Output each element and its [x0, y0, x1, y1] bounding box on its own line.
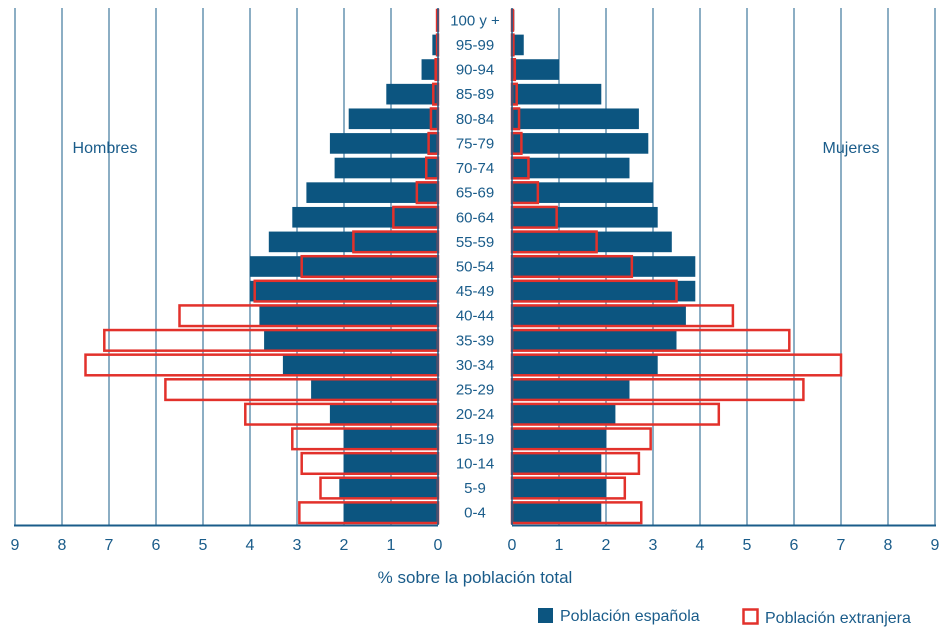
tick-left-3: 3	[293, 537, 302, 554]
bar-espanola-mujeres-45-49	[512, 280, 696, 302]
bar-espanola-hombres-30-34	[282, 354, 438, 376]
bar-espanola-mujeres-90-94	[512, 59, 559, 80]
tick-right-6: 6	[790, 537, 799, 554]
bar-espanola-mujeres-5-9	[512, 477, 606, 499]
left-side-label: Hombres	[73, 140, 138, 157]
age-label-60-64: 60-64	[456, 209, 494, 226]
bar-espanola-hombres-20-24	[329, 403, 438, 425]
bar-espanola-hombres-75-79	[329, 133, 438, 154]
legend: Población española Población extranjera	[538, 608, 911, 627]
bar-espanola-hombres-65-69	[306, 182, 438, 203]
bar-espanola-hombres-85-89	[386, 83, 438, 105]
right-side-label: Mujeres	[823, 140, 880, 157]
bar-espanola-hombres-0-4	[344, 502, 438, 523]
legend-label-spanish: Población española	[560, 608, 700, 625]
tick-right-8: 8	[884, 537, 893, 554]
bar-espanola-mujeres-60-64	[512, 206, 658, 228]
bar-espanola-hombres-10-14	[344, 453, 438, 474]
bar-espanola-hombres-95-99	[432, 34, 438, 56]
tick-left-2: 2	[340, 537, 349, 554]
tick-right-3: 3	[649, 537, 658, 554]
age-label-45-49: 45-49	[456, 283, 494, 300]
bar-espanola-mujeres-20-24	[512, 403, 616, 425]
age-labels: 0-4 5-9 10-14 15-19 20-24 25-29 30-34 35-39 40-4…	[450, 12, 500, 521]
age-label-70-74: 70-74	[456, 160, 494, 177]
bar-espanola-hombres-70-74	[334, 157, 438, 179]
age-label-35-39: 35-39	[456, 332, 494, 349]
age-label-25-29: 25-29	[456, 382, 494, 399]
age-label-20-24: 20-24	[456, 406, 494, 423]
age-label-10-14: 10-14	[456, 455, 494, 472]
bar-espanola-mujeres-80-84	[512, 108, 639, 130]
bar-espanola-mujeres-0-4	[512, 502, 602, 523]
age-label-40-44: 40-44	[456, 308, 494, 325]
bar-espanola-mujeres-55-59	[512, 231, 672, 253]
tick-labels: 0 0 1 1 2 2 3 3 4 4 5 5 6 6 7 7 8 8 9 9	[11, 537, 940, 554]
age-label-30-34: 30-34	[456, 357, 494, 374]
tick-left-4: 4	[246, 537, 255, 554]
tick-left-6: 6	[152, 537, 161, 554]
bar-espanola-hombres-50-54	[250, 256, 438, 277]
age-label-15-19: 15-19	[456, 431, 494, 448]
tick-left-8: 8	[58, 537, 67, 554]
age-label-95-99: 95-99	[456, 37, 494, 54]
age-label-90-94: 90-94	[456, 62, 494, 79]
bar-espanola-mujeres-40-44	[512, 305, 686, 327]
tick-right-5: 5	[743, 537, 752, 554]
axes-group	[14, 8, 936, 527]
bar-espanola-hombres-60-64	[292, 206, 438, 228]
bar-espanola-mujeres-70-74	[512, 157, 630, 179]
bar-espanola-mujeres-50-54	[512, 256, 696, 277]
age-label-75-79: 75-79	[456, 135, 494, 152]
grid-lines	[14, 8, 936, 525]
bar-espanola-hombres-80-84	[348, 108, 438, 130]
tick-left-0: 0	[434, 537, 443, 554]
bar-espanola-mujeres-85-89	[512, 83, 602, 105]
age-label-55-59: 55-59	[456, 234, 494, 251]
bar-espanola-hombres-90-94	[421, 59, 438, 80]
bar-espanola-mujeres-10-14	[512, 453, 602, 474]
age-label-5-9: 5-9	[464, 480, 486, 497]
tick-right-9: 9	[931, 537, 940, 554]
age-label-0-4: 0-4	[464, 505, 486, 522]
x-axis-label: % sobre la población total	[378, 568, 573, 587]
legend-label-foreign: Población extranjera	[765, 610, 911, 627]
tick-left-7: 7	[105, 537, 114, 554]
tick-left-9: 9	[11, 537, 20, 554]
bar-espanola-hombres-15-19	[344, 428, 438, 450]
bars-group	[84, 8, 843, 525]
tick-right-2: 2	[602, 537, 611, 554]
bar-espanola-hombres-45-49	[250, 280, 438, 302]
bar-espanola-mujeres-35-39	[512, 330, 677, 351]
bar-espanola-mujeres-30-34	[512, 354, 658, 376]
bar-espanola-mujeres-15-19	[512, 428, 606, 450]
age-label-85-89: 85-89	[456, 86, 494, 103]
bar-espanola-mujeres-65-69	[512, 182, 653, 203]
bar-espanola-mujeres-75-79	[512, 133, 649, 154]
tick-right-7: 7	[837, 537, 846, 554]
tick-right-4: 4	[696, 537, 705, 554]
age-label-100 y +: 100 y +	[450, 12, 500, 29]
bar-espanola-hombres-40-44	[259, 305, 438, 327]
tick-right-0: 0	[508, 537, 517, 554]
bar-espanola-mujeres-95-99	[512, 34, 524, 56]
bar-espanola-hombres-35-39	[264, 330, 438, 351]
age-label-80-84: 80-84	[456, 111, 494, 128]
tick-left-5: 5	[199, 537, 208, 554]
bar-espanola-mujeres-25-29	[512, 379, 630, 400]
tick-left-1: 1	[387, 537, 396, 554]
bar-espanola-hombres-25-29	[311, 379, 438, 400]
legend-swatch-foreign	[742, 608, 759, 625]
age-label-65-69: 65-69	[456, 185, 494, 202]
bar-espanola-hombres-5-9	[339, 477, 438, 499]
tick-right-1: 1	[555, 537, 564, 554]
legend-swatch-spanish	[538, 608, 553, 623]
age-label-50-54: 50-54	[456, 259, 494, 276]
